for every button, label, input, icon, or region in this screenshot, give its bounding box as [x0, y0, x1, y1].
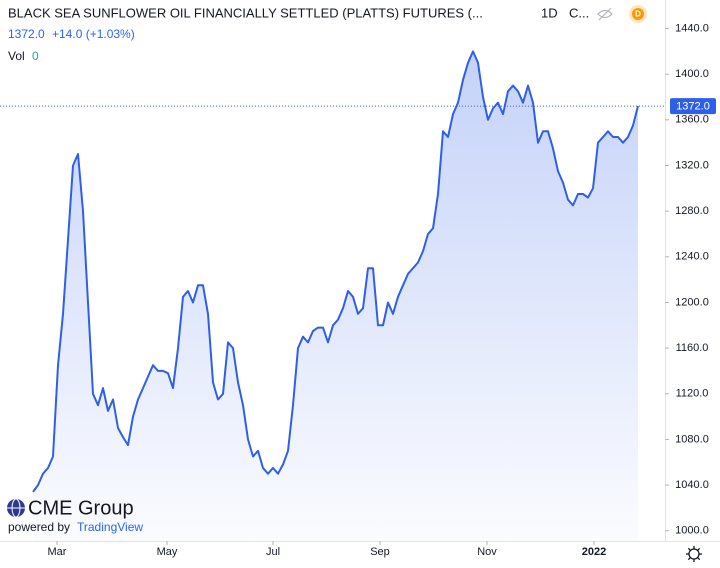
y-tick-label: 1400.0: [675, 68, 709, 80]
x-tick-label: Mar: [48, 546, 67, 558]
brand[interactable]: TradingView: [77, 520, 143, 534]
y-tick-label: 1440.0: [675, 22, 709, 34]
powered-by: powered by: [8, 520, 70, 534]
chart-title: BLACK SEA SUNFLOWER OIL FINANCIALLY SETT…: [8, 5, 483, 20]
volume-value: 0: [32, 49, 39, 63]
y-tick-label: 1360.0: [675, 114, 709, 126]
y-tick-label: 1240.0: [675, 251, 709, 263]
area-fill: [33, 51, 638, 542]
y-tick-label: 1200.0: [675, 296, 709, 308]
quote-price: 1372.0: [8, 27, 45, 41]
y-tick-label: 1000.0: [675, 525, 709, 537]
price-line: [32, 50, 639, 493]
y-tick-label: 1120.0: [676, 388, 709, 400]
plot: [32, 50, 639, 542]
logo-text: CME Group: [28, 497, 134, 519]
x-tick-label: Jul: [266, 546, 280, 558]
y-tick-label: 1320.0: [675, 159, 709, 171]
y-tick-label: 1040.0: [675, 479, 709, 491]
quote-change: +14.0 (+1.03%): [52, 27, 135, 41]
x-tick-label: Sep: [370, 546, 390, 558]
settings-icon[interactable]: [686, 546, 702, 562]
y-tick-label: 1160.0: [676, 342, 709, 354]
x-tick-label: May: [157, 546, 178, 558]
svg-text:D: D: [635, 10, 641, 19]
last-price-label: 1372.0: [676, 101, 710, 113]
x-tick-label: Nov: [477, 546, 497, 558]
hide-icon[interactable]: [597, 7, 613, 21]
x-tick-label: 2022: [582, 546, 606, 558]
title-suffix: C...: [569, 5, 589, 20]
last-price-box: [670, 98, 716, 115]
y-tick-label: 1080.0: [675, 433, 709, 445]
logo-icon: [7, 498, 25, 518]
y-tick-label: 1280.0: [675, 205, 709, 217]
delay-badge[interactable]: D: [629, 5, 647, 23]
volume-label: Vol: [8, 49, 25, 63]
interval[interactable]: 1D: [541, 5, 558, 20]
